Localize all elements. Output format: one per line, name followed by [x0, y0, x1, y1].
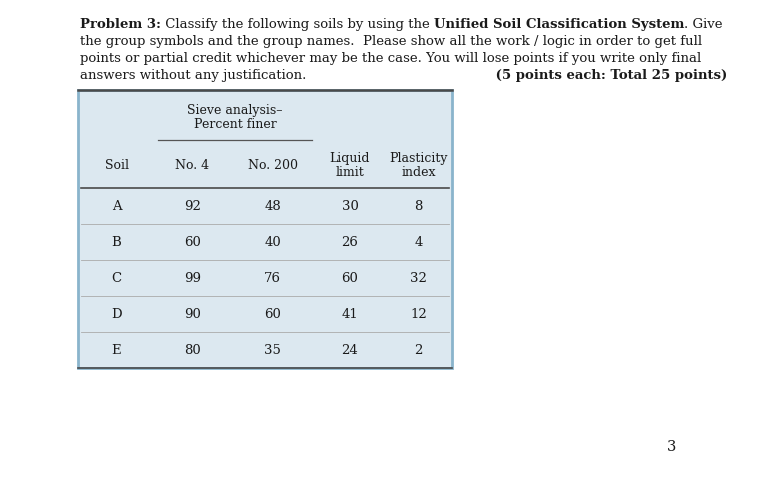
Text: 35: 35 — [264, 343, 281, 356]
Text: 8: 8 — [415, 199, 423, 213]
Text: 60: 60 — [264, 308, 281, 320]
Text: Liquid: Liquid — [330, 151, 370, 164]
Text: Soil: Soil — [105, 159, 129, 171]
Text: 24: 24 — [342, 343, 359, 356]
Text: Problem 3:: Problem 3: — [80, 18, 161, 31]
Text: 12: 12 — [410, 308, 427, 320]
Text: 60: 60 — [184, 236, 201, 249]
Bar — [78, 90, 452, 368]
Text: 76: 76 — [264, 272, 281, 285]
Text: C: C — [111, 272, 121, 285]
Text: 99: 99 — [184, 272, 201, 285]
Text: 41: 41 — [342, 308, 359, 320]
Text: 4: 4 — [415, 236, 423, 249]
Text: No. 4: No. 4 — [175, 159, 209, 171]
Text: 48: 48 — [264, 199, 281, 213]
Text: 80: 80 — [184, 343, 201, 356]
Text: 32: 32 — [410, 272, 427, 285]
Text: E: E — [111, 343, 121, 356]
Text: 60: 60 — [342, 272, 359, 285]
Text: (5 points each: Total 25 points): (5 points each: Total 25 points) — [306, 69, 728, 82]
Text: 92: 92 — [184, 199, 201, 213]
Text: 2: 2 — [415, 343, 423, 356]
Text: Percent finer: Percent finer — [193, 117, 277, 130]
Text: D: D — [111, 308, 122, 320]
Text: B: B — [111, 236, 121, 249]
Text: 40: 40 — [264, 236, 281, 249]
Text: A: A — [111, 199, 121, 213]
Text: 26: 26 — [342, 236, 359, 249]
Text: Plasticity: Plasticity — [390, 151, 448, 164]
Text: limit: limit — [336, 166, 365, 179]
Text: No. 200: No. 200 — [248, 159, 297, 171]
Text: index: index — [401, 166, 436, 179]
Text: 3: 3 — [667, 440, 677, 454]
Text: the group symbols and the group names.  Please show all the work / logic in orde: the group symbols and the group names. P… — [80, 35, 702, 48]
Text: Unified Soil Classification System: Unified Soil Classification System — [434, 18, 684, 31]
Text: . Give: . Give — [684, 18, 723, 31]
Text: Classify the following soils by using the: Classify the following soils by using th… — [161, 18, 434, 31]
Text: 90: 90 — [184, 308, 201, 320]
Text: 30: 30 — [342, 199, 359, 213]
Text: points or partial credit whichever may be the case. You will lose points if you : points or partial credit whichever may b… — [80, 52, 701, 65]
Text: answers without any justification.: answers without any justification. — [80, 69, 306, 82]
Text: Sieve analysis–: Sieve analysis– — [187, 103, 283, 116]
